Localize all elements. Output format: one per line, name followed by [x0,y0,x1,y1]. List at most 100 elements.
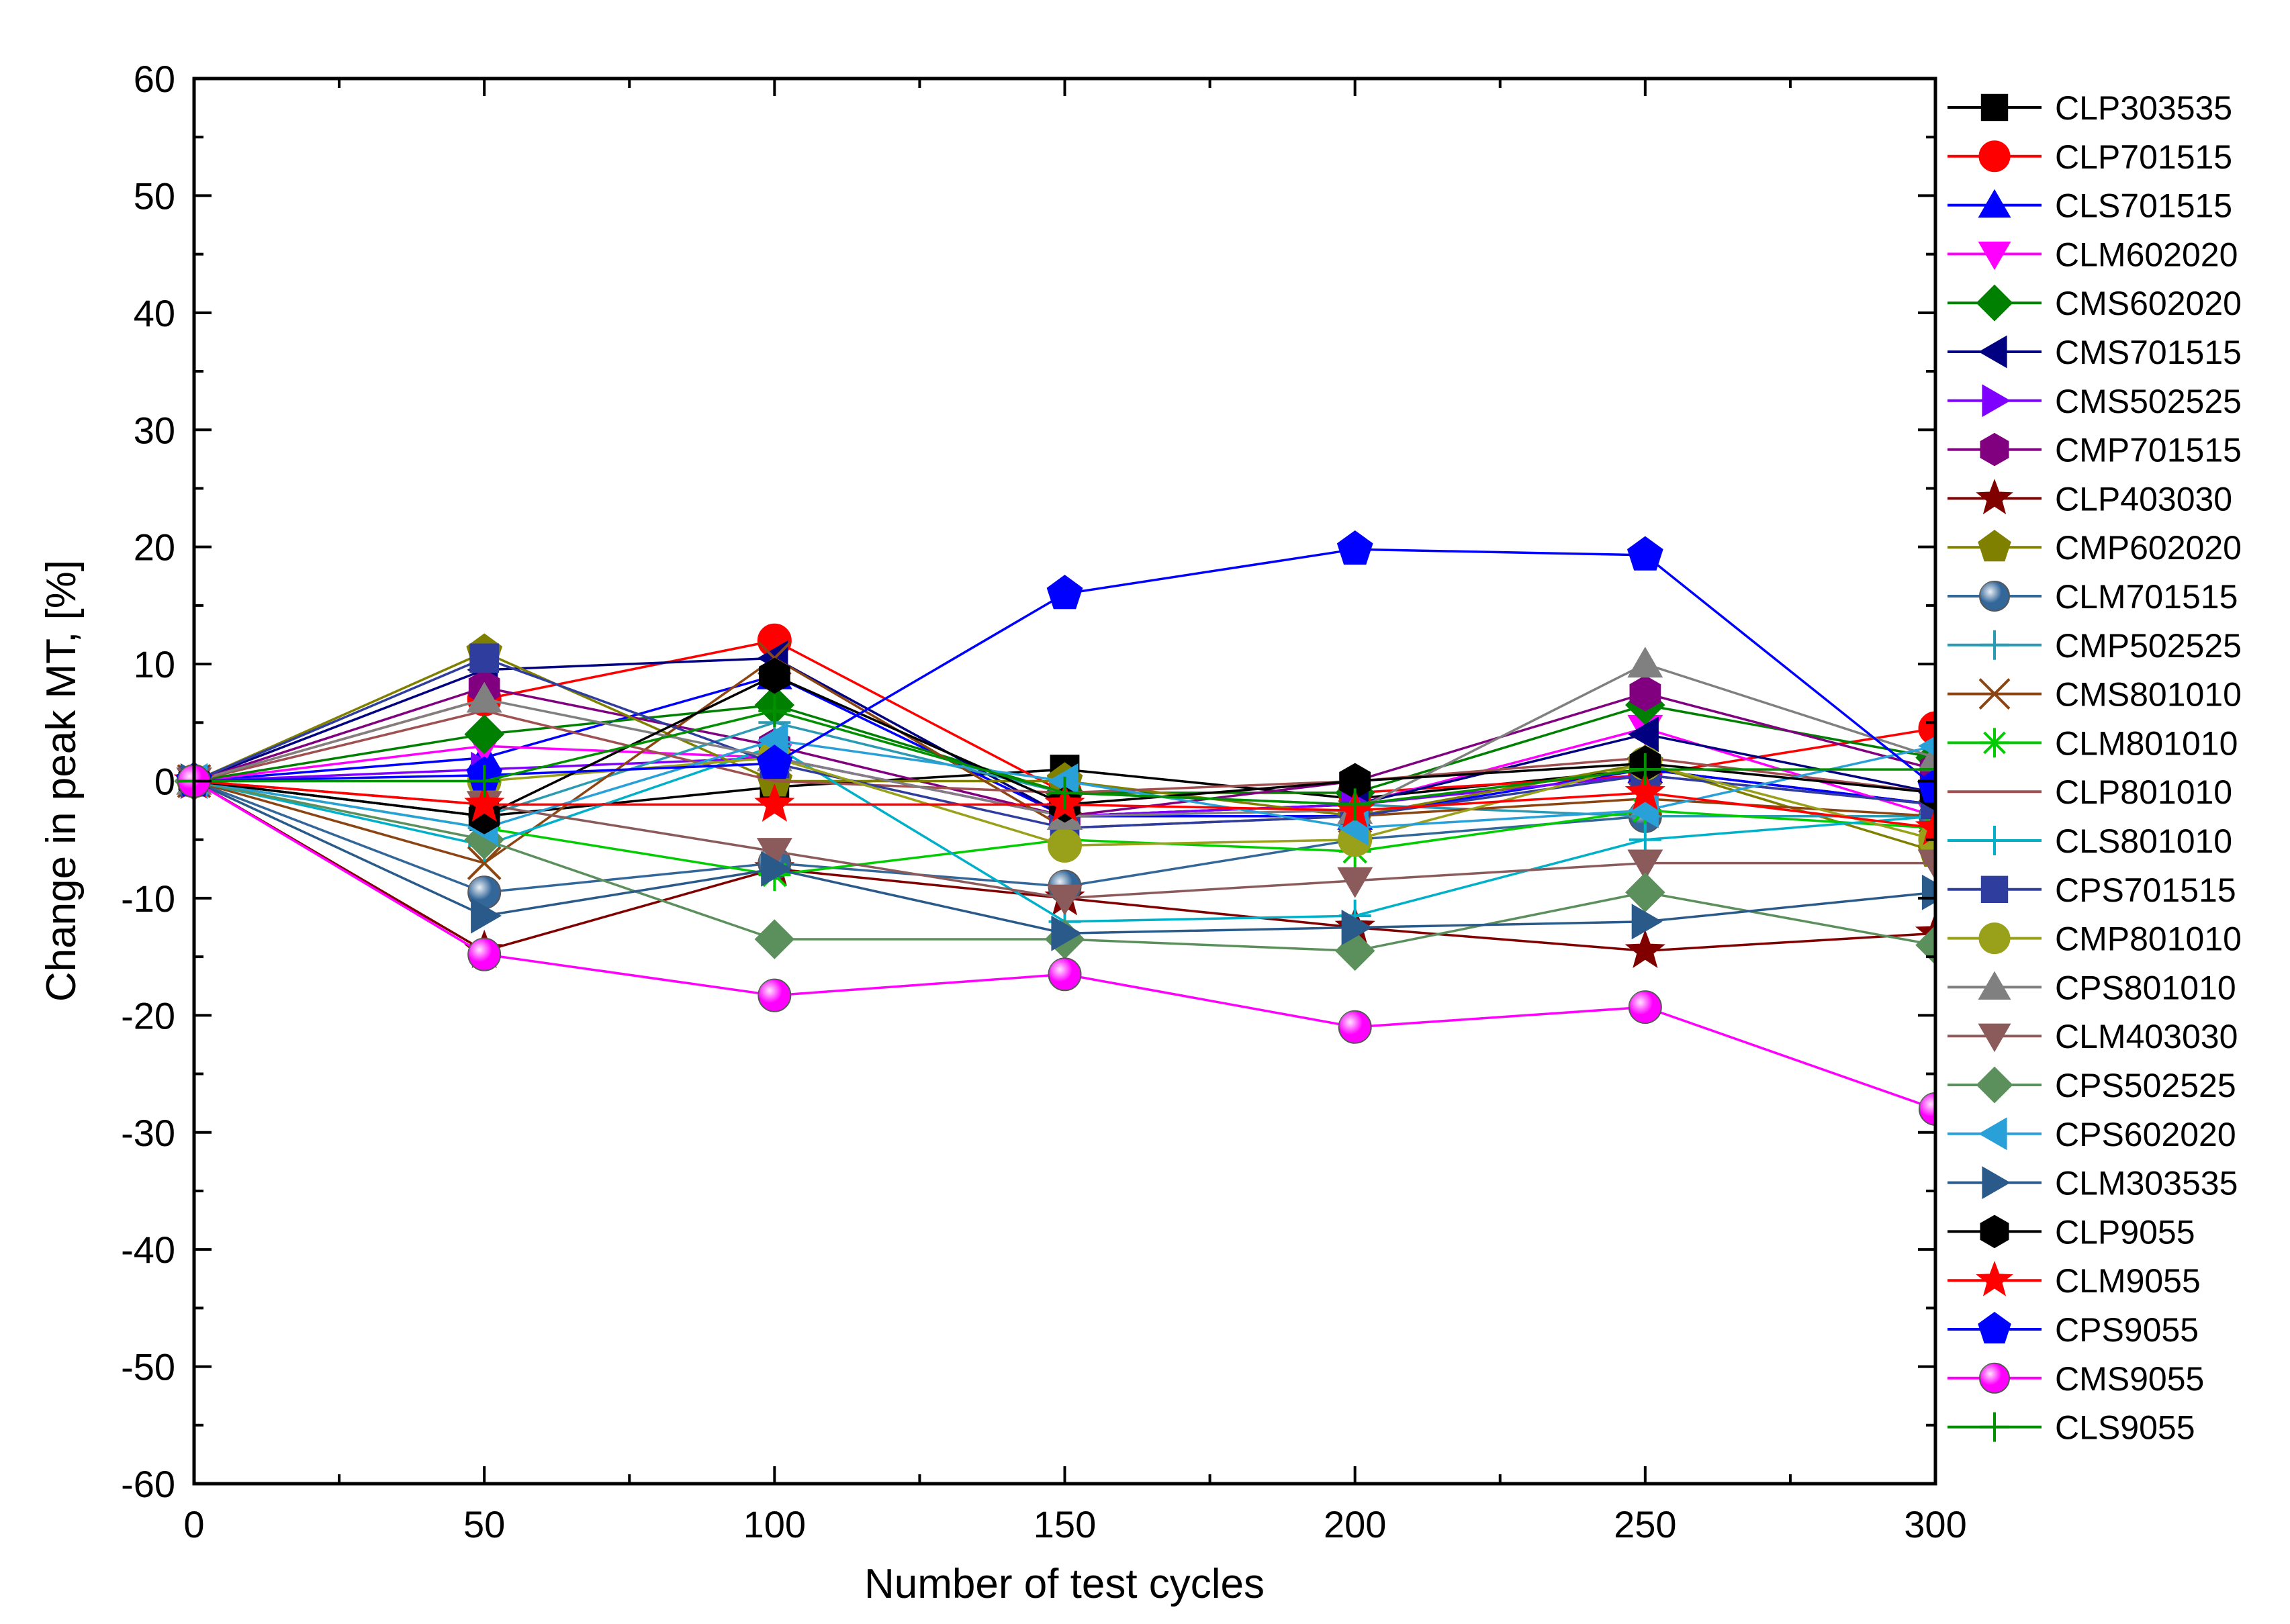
legend-label: CMP801010 [2055,920,2242,958]
legend-entry: CMS602020 [1948,284,2242,322]
legend-marker [1980,630,2009,660]
data-point [1917,849,1935,881]
legend-marker [1978,1023,2011,1053]
legend-label: CMP602020 [2055,529,2242,567]
axis-layer: 0 50 100 150 200 250 300 -60 -50 -40 -30 -20 -10 0 10 2… [121,58,1967,1545]
data-point [469,643,500,673]
legend-entry: CLM9055 [1948,1260,2201,1300]
legend-entry: CMS9055 [1948,1360,2204,1398]
legend-label: CMS701515 [2055,334,2242,371]
legend-entry: CLM602020 [1948,236,2238,273]
y-tick-label: -30 [121,1112,175,1154]
legend-label: CLM801010 [2055,724,2238,762]
legend-entry: CLS9055 [1948,1409,2195,1447]
legend-marker [1978,241,2011,271]
data-point [1627,849,1663,881]
legend-label: CLM403030 [2055,1018,2238,1055]
legend-entry: CLS801010 [1948,822,2232,860]
legend-label: CMP701515 [2055,432,2242,469]
legend-entry: CPS9055 [1948,1311,2199,1349]
legend-marker [1979,1362,2010,1394]
y-tick-label: 0 [154,761,175,803]
legend-marker [1980,432,2009,467]
legend-label: CLM701515 [2055,578,2238,616]
legend-entry: CLP9055 [1948,1213,2195,1251]
legend-marker [1980,93,2009,122]
legend-marker [1978,530,2011,562]
legend-entry: CPS701515 [1948,871,2236,909]
data-point [1921,874,1935,910]
legend-label: CLS701515 [2055,187,2232,225]
legend-marker [1980,728,2009,758]
data-point [1627,716,1659,753]
legend-entry: CLM801010 [1948,724,2238,762]
legend-label: CMS602020 [2055,285,2242,322]
legend-entry: CLS701515 [1948,187,2232,225]
data-point [1627,536,1663,571]
legend-label: CLS9055 [2055,1409,2195,1447]
legend-marker [1978,1117,2007,1151]
legend-marker [1979,581,2010,612]
legend-marker [1976,479,2013,515]
y-tick-label: -20 [121,994,175,1037]
legend-label: CMS9055 [2055,1360,2204,1398]
legend-entry: CMP701515 [1948,432,2242,469]
data-point [468,765,501,798]
legend-entry: CLM403030 [1948,1018,2238,1055]
legend-entry: CLP403030 [1948,479,2232,518]
y-tick-label: -10 [121,877,175,920]
x-tick-label: 100 [743,1503,806,1545]
data-point [1341,910,1373,945]
legend-marker [1980,826,2009,855]
data-point [467,846,502,881]
legend-label: CPS9055 [2055,1311,2199,1349]
series-layer [173,530,1935,1126]
legend-marker [1976,284,2013,322]
data-point [1046,575,1083,610]
y-tick-label: -50 [121,1346,175,1388]
data-point [1051,915,1083,951]
data-point [464,783,505,822]
data-point [1919,753,1935,786]
legend-entry: CPS602020 [1948,1116,2236,1153]
y-tick-label: 20 [134,526,175,569]
x-tick-label: 150 [1034,1503,1096,1545]
data-point [1629,675,1661,712]
legend-entry: CMP502525 [1948,627,2242,665]
legend-marker [1978,678,2011,710]
legend-entry: CPS801010 [1948,969,2236,1006]
y-tick-label: 60 [134,58,175,100]
data-point [1337,867,1373,898]
data-point [756,838,792,869]
x-tick-label: 250 [1614,1503,1676,1545]
data-point [1631,904,1663,940]
legend-label: CLP801010 [2055,773,2232,811]
y-tick-label: -40 [121,1229,175,1271]
data-point [1338,1010,1372,1044]
legend-label: CPS801010 [2055,969,2236,1006]
series-cms9055 [177,764,1935,1126]
data-point [464,714,504,755]
data-point [1625,872,1665,912]
legend-entry: CLM303535 [1948,1165,2238,1202]
data-point [466,681,502,713]
y-tick-label: 30 [134,409,175,451]
data-point [1918,711,1935,746]
data-point [467,875,502,910]
legend-marker [1978,971,2011,1000]
data-point [1917,740,1935,771]
legend-label: CLM303535 [2055,1165,2238,1202]
legend-marker [1978,140,2011,173]
data-point [1628,990,1662,1024]
legend-entry: CMP801010 [1948,920,2242,958]
legend: CLP303535 CLP701515 CLS701515 CLM602020 CMS6… [1948,89,2242,1447]
data-point [1917,767,1935,803]
legend-entry: CLM701515 [1948,578,2238,616]
data-point [1624,929,1665,969]
data-point [761,851,792,887]
data-point [754,919,795,959]
x-tick-label: 200 [1324,1503,1386,1545]
legend-entry: CMP602020 [1948,529,2242,567]
y-tick-label: 10 [134,643,175,685]
